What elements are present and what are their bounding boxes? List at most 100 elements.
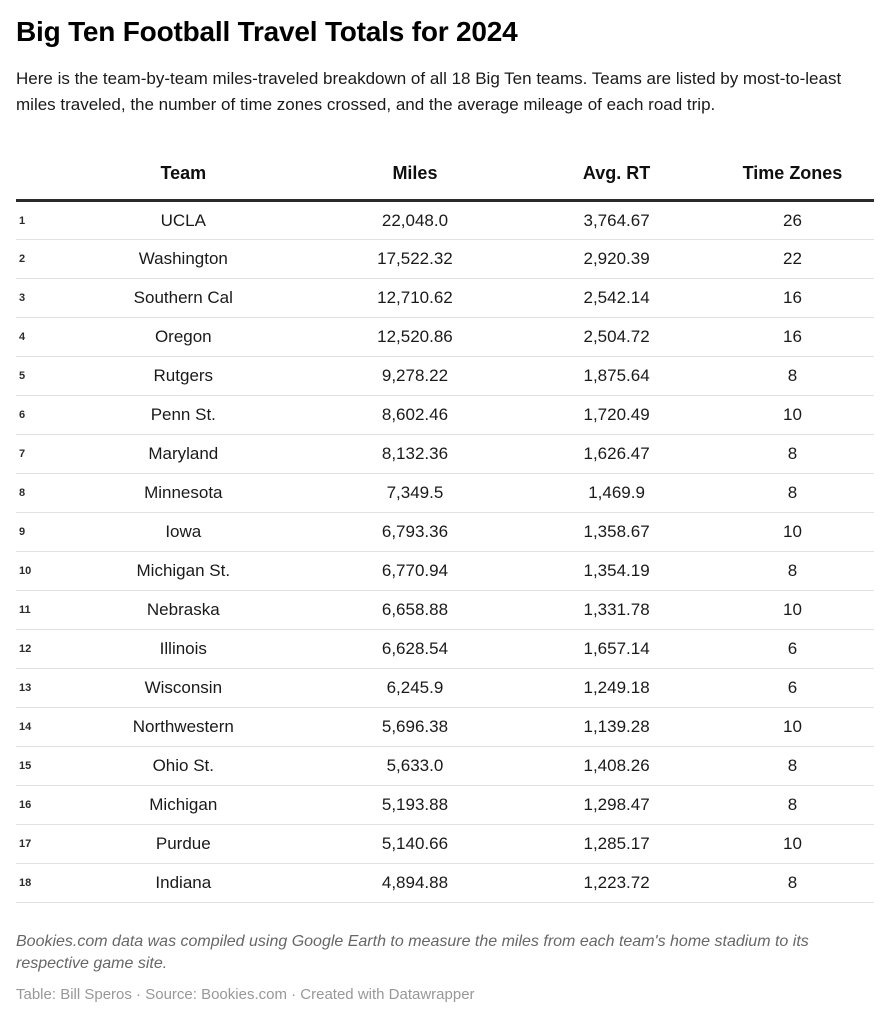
cell-time-zones: 16	[710, 278, 874, 318]
cell-team: Ohio St.	[58, 746, 308, 786]
cell-rank: 8	[16, 473, 59, 513]
cell-avg-rt: 2,504.72	[522, 317, 711, 357]
cell-rank: 15	[16, 746, 59, 786]
table-attribution: Table: Bill Speros · Source: Bookies.com…	[16, 985, 475, 1003]
cell-rank: 6	[16, 395, 59, 435]
cell-team: Southern Cal	[58, 278, 308, 318]
table-row: 7 Maryland 8,132.36 1,626.47 8	[16, 434, 874, 474]
cell-team: Oregon	[58, 317, 308, 357]
column-header-time-zones: Time Zones	[710, 149, 874, 202]
cell-time-zones: 8	[710, 434, 874, 474]
table-row: 11 Nebraska 6,658.88 1,331.78 10	[16, 590, 874, 630]
cell-rank: 3	[16, 278, 59, 318]
cell-miles: 6,245.9	[307, 668, 523, 708]
table-row: 2 Washington 17,522.32 2,920.39 22	[16, 239, 874, 279]
table-row: 15 Ohio St. 5,633.0 1,408.26 8	[16, 746, 874, 786]
table-row: 1 UCLA 22,048.0 3,764.67 26	[16, 200, 874, 240]
cell-time-zones: 6	[710, 668, 874, 708]
table-footnote: Bookies.com data was compiled using Goog…	[16, 933, 809, 973]
cell-time-zones: 10	[710, 590, 874, 630]
cell-miles: 4,894.88	[307, 863, 523, 903]
table-row: 17 Purdue 5,140.66 1,285.17 10	[16, 824, 874, 864]
cell-avg-rt: 1,657.14	[522, 629, 711, 669]
column-header-team: Team	[58, 149, 308, 202]
cell-miles: 8,132.36	[307, 434, 523, 474]
cell-avg-rt: 2,920.39	[522, 239, 711, 279]
cell-avg-rt: 1,469.9	[522, 473, 711, 513]
column-header-miles: Miles	[307, 149, 523, 202]
table-row: 14 Northwestern 5,696.38 1,139.28 10	[16, 707, 874, 747]
cell-miles: 6,628.54	[307, 629, 523, 669]
table-row: 12 Illinois 6,628.54 1,657.14 6	[16, 629, 874, 669]
cell-avg-rt: 1,875.64	[522, 356, 711, 396]
cell-miles: 9,278.22	[307, 356, 523, 396]
cell-rank: 9	[16, 512, 59, 552]
cell-avg-rt: 1,626.47	[522, 434, 711, 474]
cell-rank: 16	[16, 785, 59, 825]
cell-avg-rt: 1,720.49	[522, 395, 711, 435]
cell-miles: 5,696.38	[307, 707, 523, 747]
cell-miles: 12,710.62	[307, 278, 523, 318]
cell-team: Minnesota	[58, 473, 308, 513]
table-row: 3 Southern Cal 12,710.62 2,542.14 16	[16, 278, 874, 318]
page-title: Big Ten Football Travel Totals for 2024	[16, 16, 518, 47]
cell-time-zones: 8	[710, 785, 874, 825]
cell-rank: 13	[16, 668, 59, 708]
cell-team: Nebraska	[58, 590, 308, 630]
cell-miles: 5,193.88	[307, 785, 523, 825]
cell-team: Purdue	[58, 824, 308, 864]
cell-rank: 10	[16, 551, 59, 591]
column-header-avg-rt: Avg. RT	[522, 149, 711, 202]
cell-time-zones: 8	[710, 551, 874, 591]
table-body: 1 UCLA 22,048.0 3,764.67 26 2 Washington 17,522…	[16, 200, 874, 903]
cell-miles: 5,633.0	[307, 746, 523, 786]
cell-team: Iowa	[58, 512, 308, 552]
cell-miles: 22,048.0	[307, 200, 523, 240]
cell-avg-rt: 1,223.72	[522, 863, 711, 903]
cell-miles: 12,520.86	[307, 317, 523, 357]
cell-team: Illinois	[58, 629, 308, 669]
cell-time-zones: 6	[710, 629, 874, 669]
cell-team: Michigan St.	[58, 551, 308, 591]
table-row: 8 Minnesota 7,349.5 1,469.9 8	[16, 473, 874, 513]
cell-time-zones: 8	[710, 473, 874, 513]
table-description: Here is the team-by-team miles-traveled …	[16, 69, 842, 114]
cell-miles: 7,349.5	[307, 473, 523, 513]
cell-miles: 6,793.36	[307, 512, 523, 552]
cell-team: Michigan	[58, 785, 308, 825]
cell-avg-rt: 1,408.26	[522, 746, 711, 786]
cell-miles: 6,658.88	[307, 590, 523, 630]
cell-avg-rt: 1,298.47	[522, 785, 711, 825]
cell-miles: 17,522.32	[307, 239, 523, 279]
cell-time-zones: 8	[710, 863, 874, 903]
table-row: 16 Michigan 5,193.88 1,298.47 8	[16, 785, 874, 825]
table-row: 13 Wisconsin 6,245.9 1,249.18 6	[16, 668, 874, 708]
cell-time-zones: 8	[710, 356, 874, 396]
cell-rank: 5	[16, 356, 59, 396]
table-header-row: Team Miles Avg. RT Time Zones	[16, 149, 874, 202]
travel-totals-table: Team Miles Avg. RT Time Zones 1 UCLA 22,04…	[16, 149, 874, 903]
cell-rank: 18	[16, 863, 59, 903]
cell-avg-rt: 1,331.78	[522, 590, 711, 630]
cell-rank: 7	[16, 434, 59, 474]
cell-avg-rt: 1,354.19	[522, 551, 711, 591]
cell-team: Maryland	[58, 434, 308, 474]
cell-rank: 17	[16, 824, 59, 864]
cell-rank: 14	[16, 707, 59, 747]
cell-team: Wisconsin	[58, 668, 308, 708]
table-row: 4 Oregon 12,520.86 2,504.72 16	[16, 317, 874, 357]
cell-time-zones: 16	[710, 317, 874, 357]
column-header-rank	[16, 149, 59, 202]
cell-rank: 11	[16, 590, 59, 630]
cell-team: Washington	[58, 239, 308, 279]
cell-team: Rutgers	[58, 356, 308, 396]
cell-time-zones: 10	[710, 395, 874, 435]
cell-avg-rt: 2,542.14	[522, 278, 711, 318]
cell-rank: 4	[16, 317, 59, 357]
cell-rank: 2	[16, 239, 59, 279]
table-row: 5 Rutgers 9,278.22 1,875.64 8	[16, 356, 874, 396]
table-row: 6 Penn St. 8,602.46 1,720.49 10	[16, 395, 874, 435]
cell-rank: 1	[16, 200, 59, 240]
cell-time-zones: 22	[710, 239, 874, 279]
